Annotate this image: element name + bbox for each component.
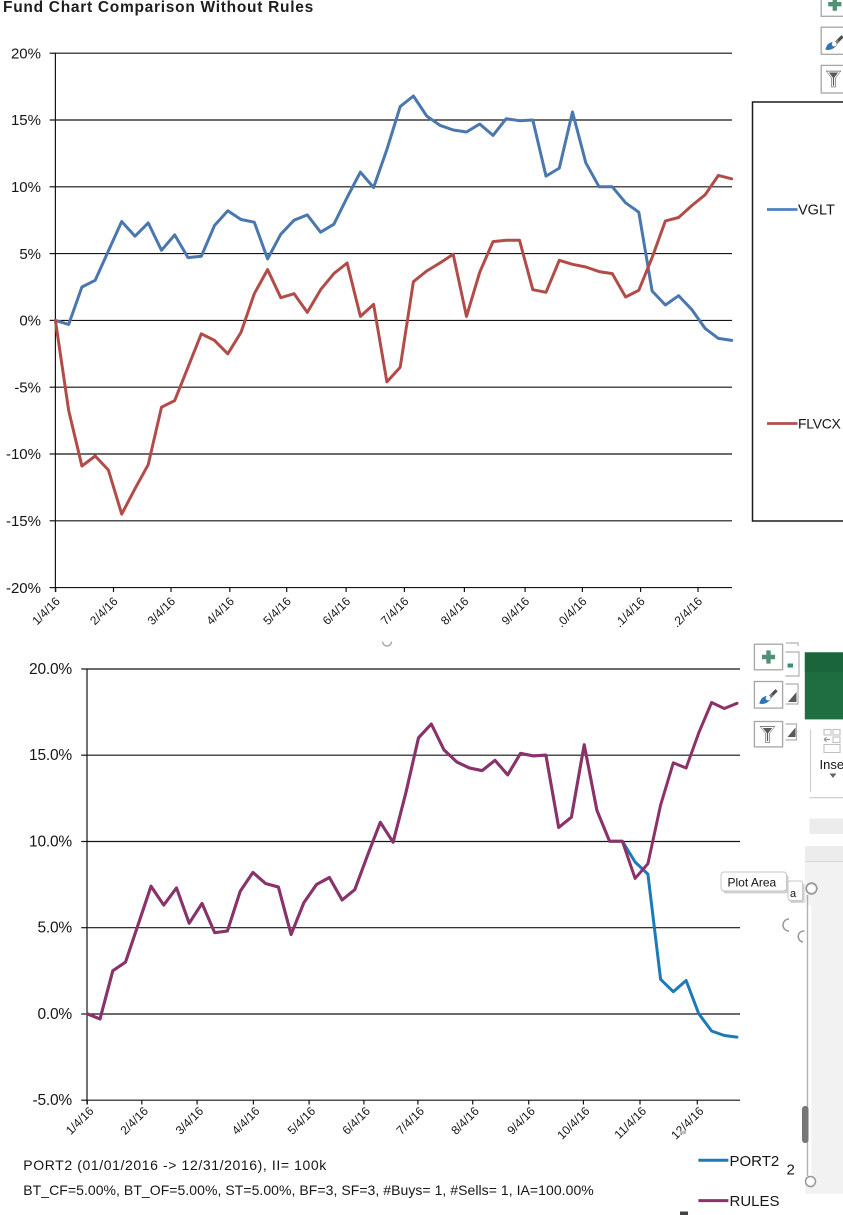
svg-text:3/4/16: 3/4/16	[173, 1104, 207, 1138]
svg-text:5/4/16: 5/4/16	[260, 594, 294, 628]
svg-text:2/4/16: 2/4/16	[87, 594, 121, 628]
svg-text:5.0%: 5.0%	[37, 920, 72, 937]
svg-text:5/4/16: 5/4/16	[285, 1104, 319, 1138]
svg-text:FLVCX: FLVCX	[798, 416, 842, 432]
svg-text:-15%: -15%	[6, 513, 41, 530]
svg-text:4/4/16: 4/4/16	[203, 594, 237, 628]
svg-text:-5.0%: -5.0%	[33, 1092, 73, 1109]
svg-text:6/4/16: 6/4/16	[320, 594, 354, 628]
svg-text:VGLT: VGLT	[798, 203, 835, 219]
svg-text:BT_CF=5.00%, BT_OF=5.00%, ST=5: BT_CF=5.00%, BT_OF=5.00%, ST=5.00%, BF=3…	[23, 1182, 593, 1198]
svg-text:0.0%: 0.0%	[37, 1006, 72, 1023]
svg-text:1/4/16: 1/4/16	[29, 594, 63, 628]
svg-text:7/4/16: 7/4/16	[378, 594, 412, 628]
svg-text:9/4/16: 9/4/16	[504, 1104, 538, 1138]
svg-text:.2/4/16: .2/4/16	[669, 594, 705, 630]
svg-text:3/4/16: 3/4/16	[145, 594, 179, 628]
svg-text:8/4/16: 8/4/16	[438, 594, 472, 628]
svg-text:PORT2 (01/01/2016 -> 12/31/201: PORT2 (01/01/2016 -> 12/31/2016), II= 10…	[23, 1157, 327, 1173]
svg-text:8/4/16: 8/4/16	[448, 1104, 482, 1138]
svg-text:5%: 5%	[19, 246, 41, 263]
svg-text:15.0%: 15.0%	[29, 747, 72, 764]
svg-text:10/4/16: 10/4/16	[554, 1104, 592, 1142]
svg-text:RULES: RULES	[730, 1193, 780, 1210]
svg-text:7/4/16: 7/4/16	[394, 1104, 428, 1138]
svg-text:0%: 0%	[19, 313, 41, 330]
svg-text:-5%: -5%	[14, 379, 41, 396]
svg-text:11/4/16: 11/4/16	[612, 1104, 650, 1142]
svg-text:-10%: -10%	[6, 446, 41, 463]
svg-text:a: a	[790, 888, 797, 900]
svg-text:Inse: Inse	[820, 757, 843, 772]
svg-text:2/4/16: 2/4/16	[117, 1104, 151, 1138]
svg-text:Plot Area: Plot Area	[728, 876, 777, 890]
svg-text:2: 2	[787, 1162, 795, 1179]
svg-text:10%: 10%	[11, 179, 41, 196]
svg-text:.1/4/16: .1/4/16	[612, 594, 648, 630]
svg-text:9/4/16: 9/4/16	[499, 594, 533, 628]
svg-text:.0/4/16: .0/4/16	[554, 594, 590, 630]
svg-text:PORT2: PORT2	[730, 1153, 780, 1170]
svg-text:20.0%: 20.0%	[29, 661, 72, 678]
svg-text:15%: 15%	[11, 112, 41, 129]
svg-text:12/4/16: 12/4/16	[668, 1104, 706, 1142]
svg-text:10.0%: 10.0%	[29, 834, 72, 851]
svg-text:6/4/16: 6/4/16	[340, 1104, 374, 1138]
svg-text:-20%: -20%	[6, 580, 41, 597]
svg-text:4/4/16: 4/4/16	[229, 1104, 263, 1138]
svg-text:20%: 20%	[11, 45, 41, 62]
